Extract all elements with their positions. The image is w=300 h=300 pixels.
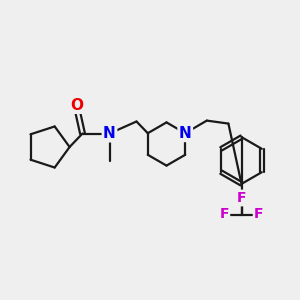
- Text: O: O: [70, 98, 83, 112]
- Text: N: N: [103, 126, 116, 141]
- Text: F: F: [237, 191, 246, 205]
- Text: N: N: [179, 126, 192, 141]
- Text: F: F: [219, 208, 229, 221]
- Text: F: F: [254, 208, 264, 221]
